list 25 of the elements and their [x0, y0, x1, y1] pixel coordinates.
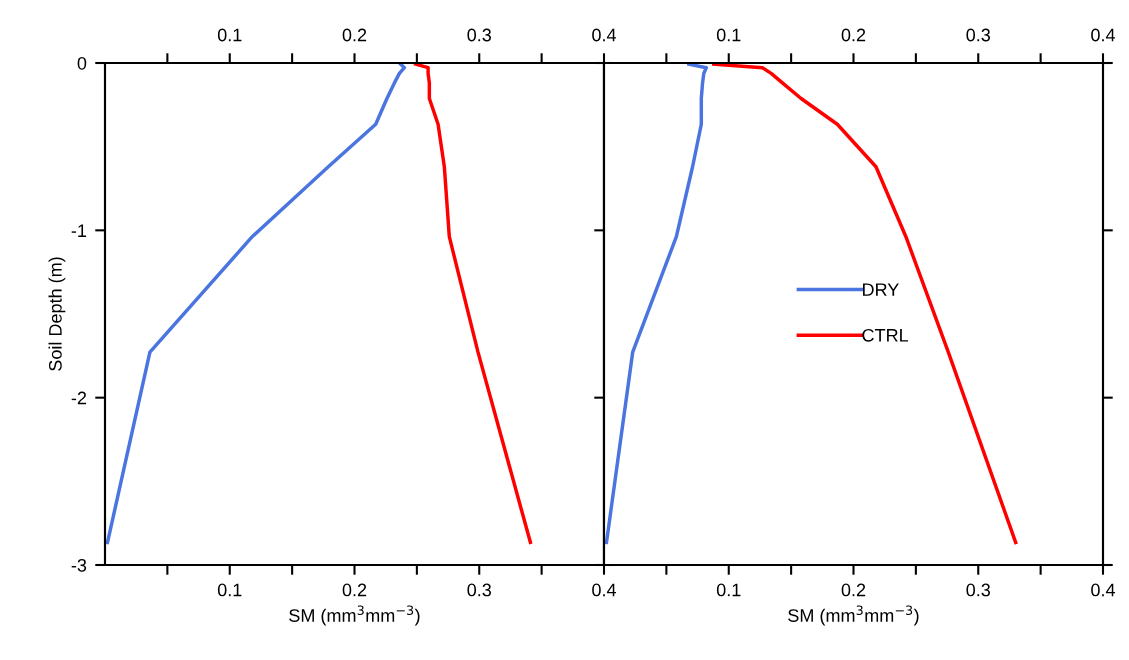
x-tick-label: 0.3: [467, 583, 492, 597]
y-tick-label: -1: [71, 224, 87, 237]
x-tick-label: 0.4: [1091, 583, 1116, 597]
x-axis-title: SM (mm$^{3}$mm$^{−3}$): [289, 605, 420, 626]
y-axis-title: Soil Depth (m): [48, 257, 66, 371]
x-tick-label: 0.2: [841, 583, 866, 597]
x2-tick-label: 0.1: [217, 28, 242, 42]
x2-tick-label: 0.3: [467, 28, 492, 42]
x-axis-title: SM (mm$^{3}$mm$^{−3}$): [788, 605, 919, 626]
y-tick-label: -2: [71, 391, 87, 405]
x2-tick-label: 0.4: [1091, 28, 1116, 42]
x2-tick-label: 0.1: [716, 28, 741, 42]
x2-tick-label: 0.4: [592, 28, 617, 42]
y-tick-label: 0: [77, 56, 87, 70]
legend-label: CTRL: [862, 328, 909, 342]
x2-tick-label: 0.2: [841, 28, 866, 42]
x-tick-label: 0.1: [217, 583, 242, 597]
legend-label: DRY: [863, 283, 899, 296]
y-tick-label: -3: [71, 558, 87, 572]
x-tick-label: 0.4: [592, 583, 617, 597]
x-tick-label: 0.3: [966, 583, 991, 597]
x-tick-label: 0.2: [342, 583, 367, 597]
x-tick-label: 0.1: [716, 583, 741, 597]
x2-tick-label: 0.3: [966, 28, 991, 42]
x2-tick-label: 0.2: [342, 28, 367, 42]
